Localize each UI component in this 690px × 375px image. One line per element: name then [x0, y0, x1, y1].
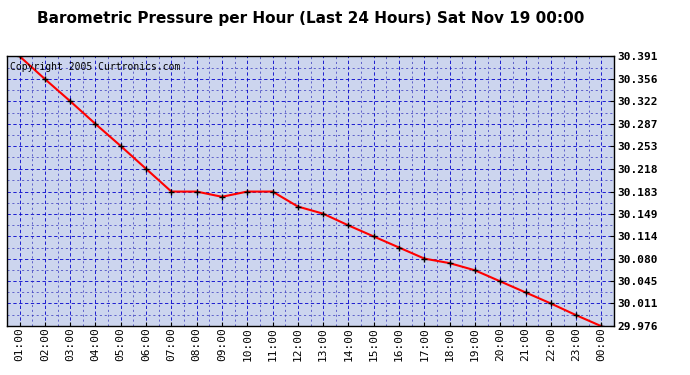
Text: Copyright 2005 Curtronics.com: Copyright 2005 Curtronics.com: [10, 62, 180, 72]
Text: Barometric Pressure per Hour (Last 24 Hours) Sat Nov 19 00:00: Barometric Pressure per Hour (Last 24 Ho…: [37, 11, 584, 26]
